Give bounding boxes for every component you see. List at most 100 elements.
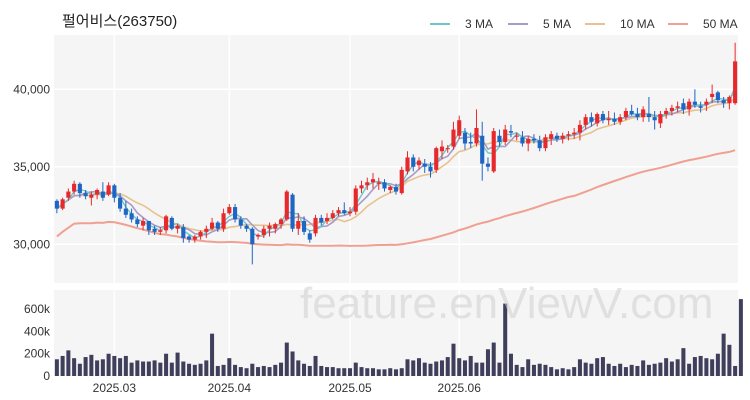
candle-body <box>462 132 468 144</box>
candle-body <box>353 188 358 212</box>
volume-bar <box>422 362 427 376</box>
volume-bar <box>560 368 565 376</box>
candle-body <box>503 129 508 142</box>
volume-bar <box>641 360 646 376</box>
date-tick-label: 2025.06 <box>438 381 482 395</box>
ma50-line <box>56 149 736 247</box>
candle-body <box>267 225 272 229</box>
volume-bar <box>198 363 203 376</box>
volume-bar <box>169 362 174 376</box>
candle-body <box>175 225 180 229</box>
volume-bar <box>244 368 249 376</box>
candle-body <box>382 182 387 189</box>
volume-bar <box>204 360 209 376</box>
volume-bar <box>227 358 232 376</box>
candle-body <box>273 224 278 229</box>
volume-bar <box>302 363 307 376</box>
candle-body <box>491 131 496 172</box>
candle-body <box>600 114 605 121</box>
candle-body <box>215 222 220 229</box>
candle-body <box>54 200 59 209</box>
candle-body <box>629 110 634 115</box>
candle-body <box>66 191 71 198</box>
volume-bar <box>635 365 640 376</box>
volume-bar <box>89 354 94 376</box>
volume-bar <box>330 367 335 376</box>
volume-bar <box>497 362 502 376</box>
candle-body <box>60 199 65 209</box>
price-tick-label: 30,000 <box>13 237 50 251</box>
volume-bar <box>652 363 657 376</box>
volume-bar <box>146 361 151 376</box>
candle-body <box>411 157 416 167</box>
candle-body <box>187 236 192 240</box>
candle-body <box>83 193 88 197</box>
chart-title: 펄어비스(263750) <box>62 13 177 30</box>
candle-body <box>623 110 628 118</box>
candle-body <box>77 183 82 194</box>
candle-body <box>641 109 646 118</box>
volume-bar <box>192 364 197 376</box>
candle-body <box>468 141 473 144</box>
candle-body <box>324 217 330 221</box>
volume-bar <box>238 367 243 376</box>
candle-body <box>692 101 697 105</box>
volume-bar <box>629 364 634 376</box>
candle-body <box>549 134 554 139</box>
volume-bar <box>158 362 163 376</box>
candle-body <box>434 148 439 170</box>
volume-bar <box>72 358 77 376</box>
candle-body <box>526 138 531 144</box>
candle-body <box>480 135 485 164</box>
volume-bar <box>669 361 674 376</box>
candle-body <box>342 210 347 214</box>
volume-bar <box>336 368 341 376</box>
volume-bar <box>54 359 59 376</box>
candle-body <box>405 157 410 172</box>
candle-body <box>112 185 117 198</box>
volume-bar <box>325 367 330 376</box>
legend-label: 5 MA <box>543 17 571 31</box>
volume-bar <box>710 359 715 376</box>
volume-tick-label: 400k <box>24 324 51 338</box>
volume-bar <box>727 344 732 376</box>
volume-bar <box>261 365 266 376</box>
volume-bar <box>313 355 318 376</box>
volume-bar <box>612 365 617 376</box>
candle-body <box>572 132 577 135</box>
candle-body <box>370 179 376 183</box>
candle-body <box>123 208 128 215</box>
volume-bar <box>60 355 65 376</box>
candle-body <box>238 219 243 226</box>
candle-body <box>508 131 514 133</box>
candle-body <box>474 128 479 144</box>
watermark: feature.enViewV.com <box>300 279 713 328</box>
volume-tick-label: 600k <box>24 302 51 316</box>
volume-bar <box>491 342 496 376</box>
candle-body <box>72 183 77 192</box>
legend-label: 3 MA <box>465 17 493 31</box>
volume-bar <box>370 368 376 376</box>
volume-bar <box>77 363 82 376</box>
volume-bar <box>215 365 220 376</box>
volume-bar <box>152 360 157 376</box>
volume-bar <box>359 367 364 376</box>
candle-body <box>204 228 209 232</box>
candle-body <box>209 222 215 229</box>
volume-bar <box>273 364 278 376</box>
candle-body <box>255 234 261 237</box>
candle-body <box>554 135 560 139</box>
candle-body <box>388 186 393 190</box>
candle-body <box>244 225 249 229</box>
volume-bar <box>399 368 404 376</box>
volume-bar <box>733 365 738 376</box>
volume-bar <box>658 362 663 376</box>
date-tick-label: 2025.04 <box>208 381 252 395</box>
candle-body <box>106 185 111 195</box>
candle-body <box>675 106 680 108</box>
candle-body <box>319 217 324 223</box>
candle-body <box>669 107 674 111</box>
candle-body <box>514 135 519 137</box>
